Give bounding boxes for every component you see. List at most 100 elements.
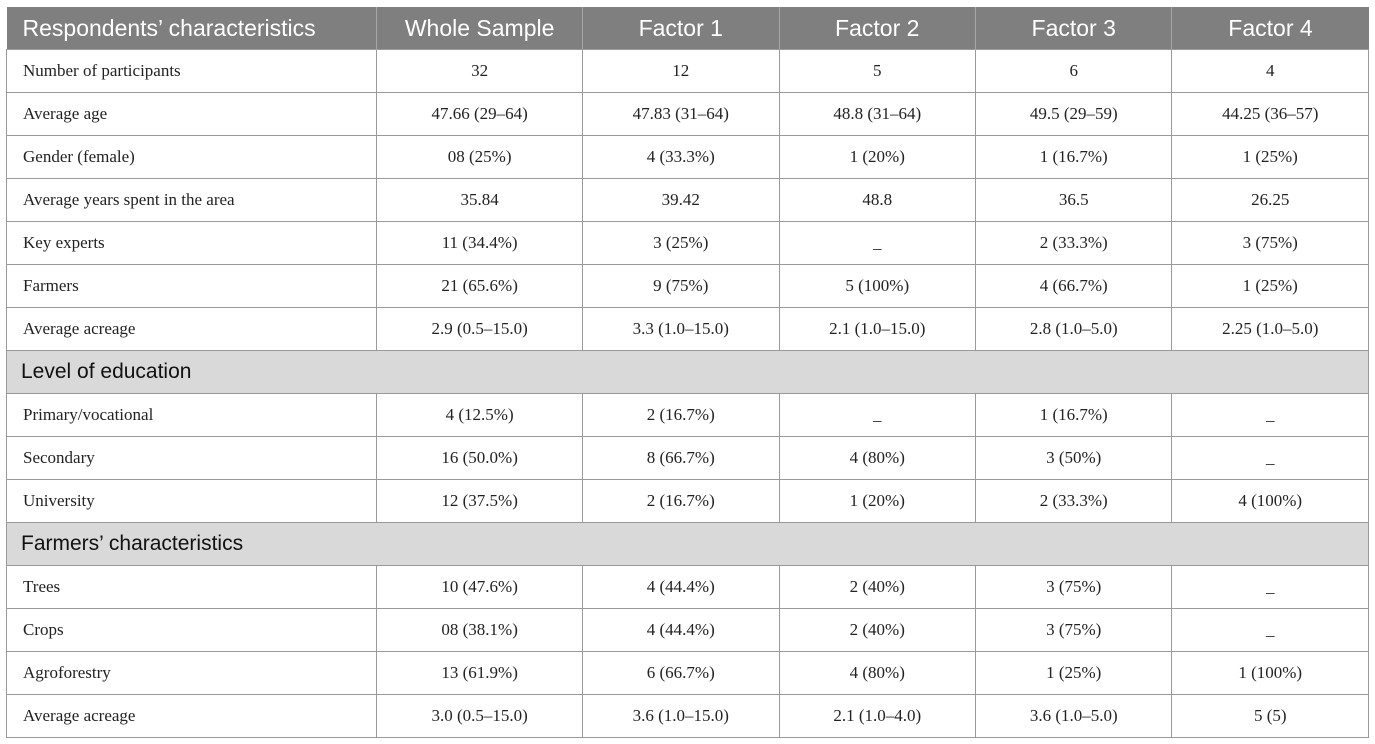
table-row: Secondary 16 (50.0%) 8 (66.7%) 4 (80%) 3 (50… — [5, 436, 1369, 480]
value-cell: 16 (50.0%) — [376, 436, 584, 480]
value-cell: _ — [778, 221, 976, 265]
value-cell: 3.6 (1.0–15.0) — [582, 694, 780, 738]
value-cell: 2 (16.7%) — [582, 393, 780, 437]
row-label: University — [5, 479, 378, 523]
value-cell: _ — [1171, 436, 1369, 480]
value-cell: 3 (75%) — [1171, 221, 1369, 265]
table-row: Key experts 11 (34.4%) 3 (25%) _ 2 (33.3%) 3 … — [5, 221, 1369, 265]
row-label: Primary/vocational — [5, 393, 378, 437]
value-cell: 3 (50%) — [974, 436, 1173, 480]
section-title: Level of education — [6, 350, 1369, 394]
value-cell: 3 (25%) — [582, 221, 780, 265]
header-row: Respondents’ characteristics Whole Sampl… — [6, 7, 1369, 50]
value-cell: 4 (66.7%) — [974, 264, 1173, 308]
value-cell: 48.8 — [778, 178, 976, 222]
value-cell: 2.9 (0.5–15.0) — [376, 307, 584, 351]
value-cell: 2 (40%) — [778, 565, 976, 609]
value-cell: 5 (100%) — [778, 264, 976, 308]
value-cell: 4 (44.4%) — [582, 565, 780, 609]
table-row: Average acreage 2.9 (0.5–15.0) 3.3 (1.0–15… — [5, 307, 1369, 351]
value-cell: 10 (47.6%) — [376, 565, 584, 609]
row-label: Average years spent in the area — [5, 178, 378, 222]
value-cell: 32 — [376, 49, 584, 93]
header-cell: Respondents’ characteristics — [6, 7, 378, 50]
row-label: Trees — [5, 565, 378, 609]
value-cell: _ — [1171, 608, 1369, 652]
row-label: Farmers — [5, 264, 378, 308]
value-cell: 48.8 (31–64) — [778, 92, 976, 136]
table-row: Average age 47.66 (29–64) 47.83 (31–64) 48.… — [5, 92, 1369, 136]
value-cell: 4 (12.5%) — [376, 393, 584, 437]
value-cell: 36.5 — [974, 178, 1173, 222]
value-cell: 2.25 (1.0–5.0) — [1171, 307, 1369, 351]
section-row: Farmers’ characteristics — [6, 522, 1369, 566]
value-cell: 3 (75%) — [974, 608, 1173, 652]
value-cell: 8 (66.7%) — [582, 436, 780, 480]
value-cell: 47.66 (29–64) — [376, 92, 584, 136]
value-cell: 4 — [1171, 49, 1369, 93]
table-row: Trees 10 (47.6%) 4 (44.4%) 2 (40%) 3 (75%) _ — [5, 565, 1369, 609]
value-cell: 5 — [778, 49, 976, 93]
value-cell: 12 — [582, 49, 780, 93]
value-cell: 1 (20%) — [778, 479, 976, 523]
value-cell: 4 (80%) — [778, 436, 976, 480]
value-cell: 26.25 — [1171, 178, 1369, 222]
value-cell: 13 (61.9%) — [376, 651, 584, 695]
value-cell: 3.6 (1.0–5.0) — [974, 694, 1173, 738]
value-cell: 1 (16.7%) — [974, 393, 1173, 437]
row-label: Crops — [5, 608, 378, 652]
value-cell: 1 (25%) — [1171, 135, 1369, 179]
value-cell: 2.8 (1.0–5.0) — [974, 307, 1173, 351]
value-cell: 39.42 — [582, 178, 780, 222]
value-cell: 44.25 (36–57) — [1171, 92, 1369, 136]
value-cell: _ — [778, 393, 976, 437]
row-label: Secondary — [5, 436, 378, 480]
value-cell: 2.1 (1.0–4.0) — [778, 694, 976, 738]
value-cell: 2 (16.7%) — [582, 479, 780, 523]
value-cell: _ — [1171, 393, 1369, 437]
table-row: Primary/vocational 4 (12.5%) 2 (16.7%) _ 1 (… — [5, 393, 1369, 437]
value-cell: 08 (25%) — [376, 135, 584, 179]
value-cell: 6 (66.7%) — [582, 651, 780, 695]
table-row: University 12 (37.5%) 2 (16.7%) 1 (20%) 2 (3… — [5, 479, 1369, 523]
header-cell: Factor 1 — [582, 7, 780, 50]
table-row: Average years spent in the area 35.84 39.4… — [5, 178, 1369, 222]
table-row: Number of participants 32 12 5 6 4 — [5, 49, 1369, 93]
row-label: Number of participants — [5, 49, 378, 93]
row-label: Gender (female) — [5, 135, 378, 179]
table-row: Crops 08 (38.1%) 4 (44.4%) 2 (40%) 3 (75%) _ — [5, 608, 1369, 652]
value-cell: 49.5 (29–59) — [974, 92, 1173, 136]
table-row: Agroforestry 13 (61.9%) 6 (66.7%) 4 (80%) 1 … — [5, 651, 1369, 695]
value-cell: 4 (33.3%) — [582, 135, 780, 179]
header-cell: Factor 2 — [779, 7, 976, 50]
header-cell: Factor 4 — [1171, 7, 1369, 50]
value-cell: _ — [1171, 565, 1369, 609]
value-cell: 5 (5) — [1171, 694, 1369, 738]
value-cell: 1 (25%) — [1171, 264, 1369, 308]
value-cell: 2 (33.3%) — [974, 479, 1173, 523]
value-cell: 11 (34.4%) — [376, 221, 584, 265]
table-row: Farmers 21 (65.6%) 9 (75%) 5 (100%) 4 (66.7%… — [5, 264, 1369, 308]
value-cell: 4 (100%) — [1171, 479, 1369, 523]
value-cell: 1 (20%) — [778, 135, 976, 179]
value-cell: 1 (100%) — [1171, 651, 1369, 695]
row-label: Agroforestry — [5, 651, 378, 695]
header-cell: Whole Sample — [376, 7, 584, 50]
value-cell: 08 (38.1%) — [376, 608, 584, 652]
value-cell: 3 (75%) — [974, 565, 1173, 609]
value-cell: 4 (44.4%) — [582, 608, 780, 652]
row-label: Average acreage — [5, 694, 378, 738]
value-cell: 35.84 — [376, 178, 584, 222]
table-body: Number of participants 32 12 5 6 4 Average age… — [5, 49, 1369, 738]
value-cell: 12 (37.5%) — [376, 479, 584, 523]
value-cell: 47.83 (31–64) — [582, 92, 780, 136]
value-cell: 1 (25%) — [974, 651, 1173, 695]
header-cell: Factor 3 — [975, 7, 1173, 50]
value-cell: 2.1 (1.0–15.0) — [778, 307, 976, 351]
table-row: Gender (female) 08 (25%) 4 (33.3%) 1 (20%) 1… — [5, 135, 1369, 179]
value-cell: 4 (80%) — [778, 651, 976, 695]
row-label: Average age — [5, 92, 378, 136]
value-cell: 9 (75%) — [582, 264, 780, 308]
value-cell: 3.3 (1.0–15.0) — [582, 307, 780, 351]
table-row: Average acreage 3.0 (0.5–15.0) 3.6 (1.0–15… — [5, 694, 1369, 738]
